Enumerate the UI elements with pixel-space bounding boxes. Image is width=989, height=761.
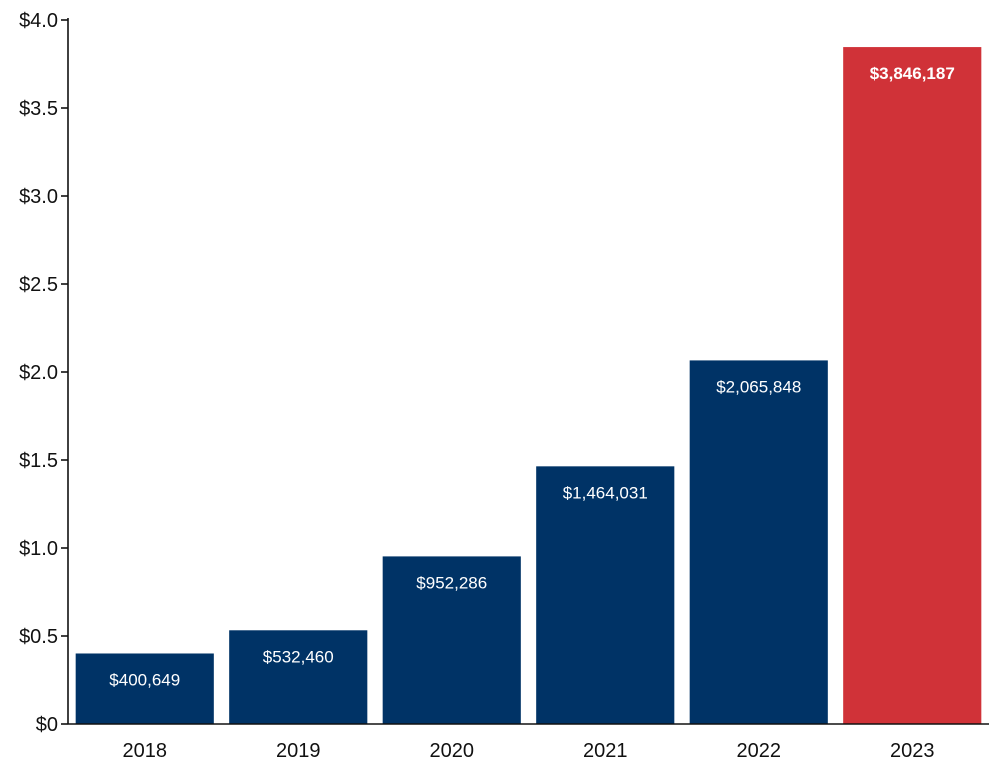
data-label-2021: $1,464,031 xyxy=(563,483,648,502)
y-tick-label: $0.5 xyxy=(19,626,58,648)
data-label-2018: $400,649 xyxy=(109,670,180,689)
bar-2022 xyxy=(689,360,828,724)
x-tick-label: 2018 xyxy=(123,740,168,761)
x-tick-label: 2020 xyxy=(430,740,475,761)
bar-2019 xyxy=(229,630,368,724)
y-tick-label: $0 xyxy=(36,714,58,736)
data-label-2019: $532,460 xyxy=(263,647,334,666)
data-label-2023: $3,846,187 xyxy=(870,64,955,83)
y-tick-label: $3.0 xyxy=(19,186,58,208)
x-tick-label: 2022 xyxy=(737,740,782,761)
x-tick-label: 2023 xyxy=(890,740,935,761)
x-tick-label: 2019 xyxy=(276,740,321,761)
y-tick-label: $1.5 xyxy=(19,450,58,472)
bars: $400,649 $532,460 $952,286 $1,464,031 $2,065… xyxy=(75,47,982,724)
y-tick-label: $4.0 xyxy=(19,10,58,32)
y-tick-label: $2.0 xyxy=(19,362,58,384)
y-axis-ticks: $0 $0.5 $1.0 $1.5 $2.0 $2.5 $3.0 $3.5 $4.0 xyxy=(19,10,68,736)
data-label-2020: $952,286 xyxy=(416,573,487,592)
bar-2023 xyxy=(843,47,982,724)
bar-2018 xyxy=(75,653,214,724)
x-axis-ticks: 2018 2019 2020 2021 2022 2023 xyxy=(123,740,935,761)
y-tick-label: $1.0 xyxy=(19,538,58,560)
bar-2020 xyxy=(382,556,521,724)
y-tick-label: $3.5 xyxy=(19,98,58,120)
bar-2021 xyxy=(536,466,675,724)
data-label-2022: $2,065,848 xyxy=(716,377,801,396)
x-tick-label: 2021 xyxy=(583,740,628,761)
y-tick-label: $2.5 xyxy=(19,274,58,296)
